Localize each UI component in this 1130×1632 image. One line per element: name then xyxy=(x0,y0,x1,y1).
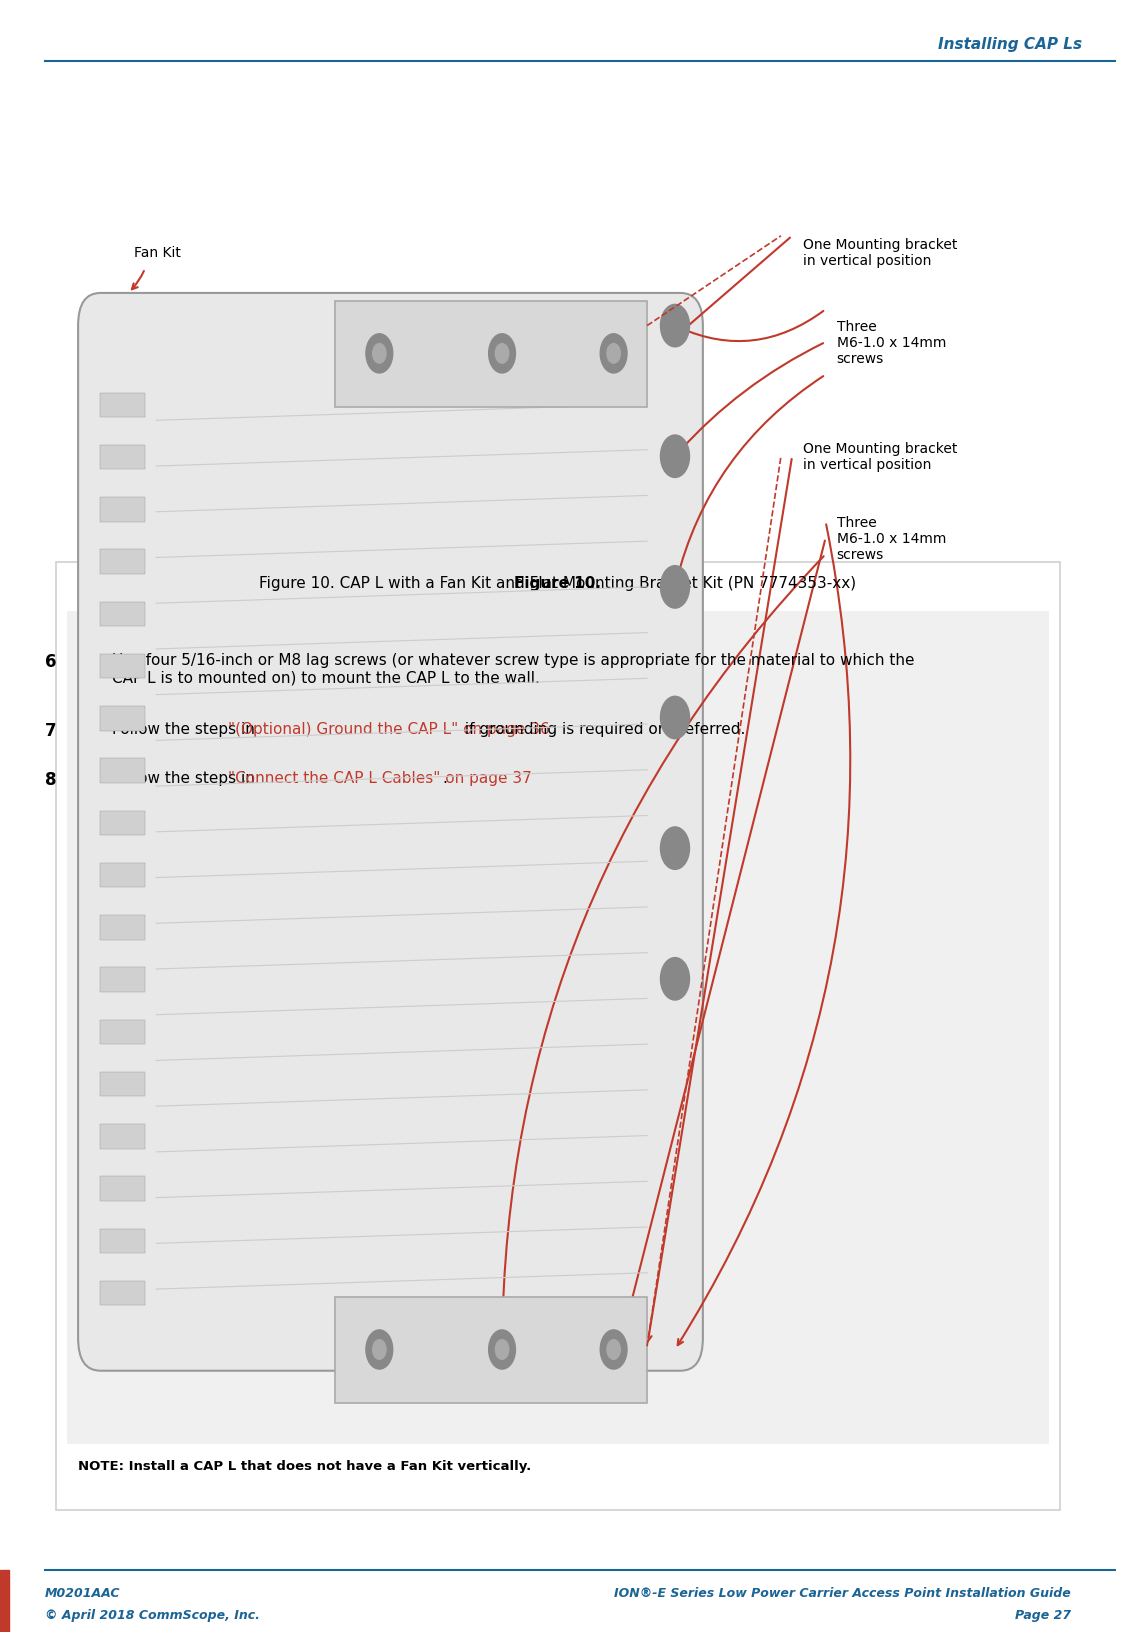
Text: Use four 5/16-inch or M8 lag screws (or whatever screw type is appropriate for t: Use four 5/16-inch or M8 lag screws (or … xyxy=(112,653,914,685)
Text: Page 27: Page 27 xyxy=(1015,1608,1071,1621)
Text: 8: 8 xyxy=(44,770,56,788)
Text: if grounding is required or preferred.: if grounding is required or preferred. xyxy=(460,721,745,736)
Bar xyxy=(101,1072,145,1097)
FancyBboxPatch shape xyxy=(334,1297,647,1404)
Text: 7: 7 xyxy=(44,721,56,739)
Bar xyxy=(101,759,145,783)
FancyBboxPatch shape xyxy=(334,302,647,408)
Bar xyxy=(101,811,145,836)
Text: "(Optional) Ground the CAP L" on page 36: "(Optional) Ground the CAP L" on page 36 xyxy=(227,721,549,736)
Circle shape xyxy=(495,344,508,364)
Bar xyxy=(101,1229,145,1253)
Bar xyxy=(101,602,145,627)
Bar xyxy=(101,1020,145,1044)
Text: Installing CAP Ls: Installing CAP Ls xyxy=(938,38,1083,52)
Text: M0201AAC: M0201AAC xyxy=(44,1586,120,1599)
Circle shape xyxy=(607,1340,620,1359)
Bar xyxy=(0,1570,9,1632)
Text: "Connect the CAP L Cables" on page 37: "Connect the CAP L Cables" on page 37 xyxy=(227,770,531,785)
Bar xyxy=(101,498,145,522)
Text: One Mounting bracket
in vertical position: One Mounting bracket in vertical positio… xyxy=(803,442,957,472)
Text: Figure 10. CAP L with a Fan Kit and Flat Mounting Bracket Kit (PN 7774353-xx): Figure 10. CAP L with a Fan Kit and Flat… xyxy=(259,576,857,591)
FancyBboxPatch shape xyxy=(78,294,703,1371)
Circle shape xyxy=(607,344,620,364)
Bar xyxy=(101,707,145,731)
Text: Fan Kit: Fan Kit xyxy=(133,246,181,259)
Circle shape xyxy=(660,305,689,348)
Circle shape xyxy=(373,344,386,364)
Text: .: . xyxy=(442,770,447,785)
Bar xyxy=(101,1124,145,1149)
Text: Three
M6-1.0 x 14mm
screws: Three M6-1.0 x 14mm screws xyxy=(836,320,946,366)
Bar xyxy=(101,446,145,470)
Circle shape xyxy=(366,1330,393,1369)
Circle shape xyxy=(660,958,689,1000)
Circle shape xyxy=(660,436,689,478)
Circle shape xyxy=(660,697,689,739)
Bar xyxy=(67,612,1049,1444)
Circle shape xyxy=(660,566,689,609)
Text: One Mounting bracket
in vertical position: One Mounting bracket in vertical positio… xyxy=(803,238,957,268)
Bar xyxy=(101,916,145,940)
Text: NOTE: Install a CAP L that does not have a Fan Kit vertically.: NOTE: Install a CAP L that does not have… xyxy=(78,1459,531,1472)
Bar xyxy=(101,654,145,679)
Circle shape xyxy=(600,1330,627,1369)
Circle shape xyxy=(366,335,393,374)
Circle shape xyxy=(373,1340,386,1359)
Bar xyxy=(101,863,145,888)
Circle shape xyxy=(488,1330,515,1369)
Circle shape xyxy=(600,335,627,374)
Text: ION®-E Series Low Power Carrier Access Point Installation Guide: ION®-E Series Low Power Carrier Access P… xyxy=(615,1586,1071,1599)
Text: © April 2018 CommScope, Inc.: © April 2018 CommScope, Inc. xyxy=(44,1608,260,1621)
Bar xyxy=(101,1177,145,1201)
Circle shape xyxy=(488,335,515,374)
Circle shape xyxy=(660,827,689,870)
Text: Three
M6-1.0 x 14mm
screws: Three M6-1.0 x 14mm screws xyxy=(836,516,946,561)
Text: Figure 10.: Figure 10. xyxy=(514,576,601,591)
Bar xyxy=(101,393,145,418)
Text: Follow the steps in: Follow the steps in xyxy=(112,770,259,785)
Bar xyxy=(101,550,145,574)
Circle shape xyxy=(495,1340,508,1359)
Text: 6: 6 xyxy=(44,653,56,671)
Bar xyxy=(101,1281,145,1306)
Bar xyxy=(101,968,145,992)
Text: Follow the steps in: Follow the steps in xyxy=(112,721,259,736)
FancyBboxPatch shape xyxy=(55,563,1060,1510)
